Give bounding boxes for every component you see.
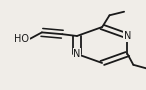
Text: N: N	[73, 49, 81, 59]
Text: N: N	[124, 31, 131, 41]
Text: HO: HO	[14, 34, 29, 44]
